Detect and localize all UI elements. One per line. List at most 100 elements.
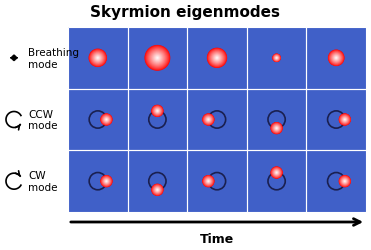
Circle shape [270,167,283,179]
Circle shape [156,110,159,113]
Circle shape [329,51,344,66]
Circle shape [211,53,223,64]
Circle shape [209,50,225,67]
Circle shape [146,47,169,70]
Circle shape [207,119,210,122]
Circle shape [147,48,168,69]
Circle shape [150,52,164,66]
Circle shape [339,176,351,187]
Circle shape [343,180,347,183]
Circle shape [274,56,279,61]
Circle shape [272,124,281,133]
Circle shape [276,58,277,59]
Circle shape [102,178,110,185]
Circle shape [104,118,109,122]
Circle shape [272,168,281,177]
Circle shape [157,111,158,112]
Circle shape [344,180,346,182]
Circle shape [276,58,277,59]
Circle shape [105,180,108,183]
Circle shape [272,124,282,134]
Circle shape [339,114,351,126]
Circle shape [342,179,347,184]
Circle shape [273,169,280,176]
Circle shape [96,56,100,61]
Circle shape [147,48,167,68]
Circle shape [335,58,337,59]
Circle shape [153,54,162,63]
Circle shape [91,52,104,65]
Circle shape [93,54,102,63]
Circle shape [153,107,161,116]
Bar [247,28,306,89]
Circle shape [213,55,221,62]
Circle shape [276,58,277,59]
Circle shape [152,185,163,196]
Circle shape [152,54,162,64]
Circle shape [207,180,210,183]
Circle shape [212,53,222,64]
Circle shape [90,51,106,66]
Circle shape [272,124,281,134]
Circle shape [101,114,112,126]
Circle shape [273,55,280,62]
Circle shape [276,172,277,173]
Circle shape [212,54,222,64]
Circle shape [204,116,213,124]
Circle shape [155,110,160,114]
Circle shape [205,178,212,185]
Circle shape [157,111,158,112]
Circle shape [151,106,163,118]
Circle shape [330,52,343,65]
Circle shape [342,117,348,123]
Circle shape [207,180,210,183]
Circle shape [205,117,211,123]
Circle shape [329,52,343,66]
Circle shape [208,181,209,182]
Circle shape [273,55,280,62]
Circle shape [272,124,281,133]
Circle shape [147,48,168,69]
Circle shape [270,122,283,135]
Circle shape [210,52,224,66]
Circle shape [205,178,211,185]
Circle shape [95,56,101,62]
Circle shape [206,118,211,123]
Circle shape [203,115,214,125]
Circle shape [101,176,112,188]
Circle shape [151,184,163,196]
Circle shape [152,106,162,117]
Circle shape [341,116,348,124]
Circle shape [157,189,158,191]
Circle shape [205,178,212,185]
Circle shape [204,177,213,186]
Circle shape [207,118,210,122]
Circle shape [205,117,211,123]
Circle shape [339,114,350,126]
Circle shape [204,178,212,186]
Circle shape [275,57,278,60]
Circle shape [271,168,282,178]
Circle shape [215,56,219,61]
Circle shape [152,106,163,117]
Circle shape [335,57,338,60]
Circle shape [276,128,277,129]
Circle shape [342,118,348,123]
Bar [187,89,247,151]
Circle shape [332,55,340,62]
Circle shape [335,57,338,60]
Bar [306,28,366,89]
Circle shape [273,56,280,62]
Circle shape [102,116,111,124]
Circle shape [156,110,158,112]
Circle shape [214,56,220,61]
Circle shape [276,128,278,130]
Circle shape [334,56,339,61]
Circle shape [144,46,170,72]
Circle shape [341,178,348,185]
Text: CCW
mode: CCW mode [28,109,58,131]
Circle shape [213,54,221,63]
Circle shape [154,55,161,62]
Circle shape [332,54,341,63]
Circle shape [342,117,348,123]
